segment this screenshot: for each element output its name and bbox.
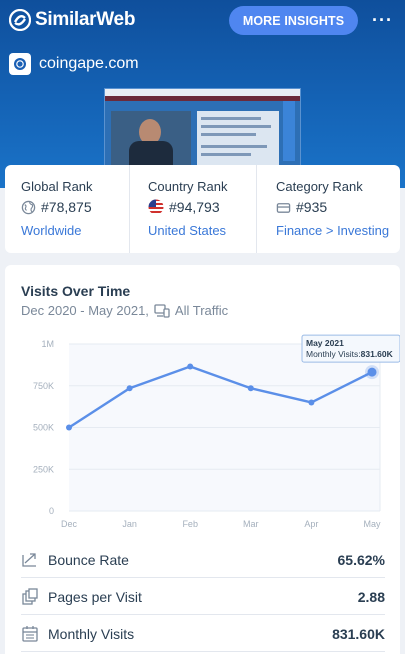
rank-title: Country Rank [148,179,228,194]
traffic-type: All Traffic [174,303,229,318]
x-tick-label: May [363,519,381,529]
x-tick-label: Mar [243,519,259,529]
metric-value: 2.88 [357,588,385,605]
site-identity: coingape.com [9,53,139,75]
y-tick-label: 250K [33,464,54,474]
tooltip-box [301,334,400,363]
x-tick-label: Feb [182,519,198,529]
devices-icon [154,303,170,318]
rank-link-united-states[interactable]: United States [148,223,227,238]
x-tick-label: Dec [61,519,78,529]
brand[interactable]: SimilarWeb [9,9,135,31]
visits-subtitle: Dec 2020 - May 2021, All Traffic [21,303,228,318]
visits-title: Visits Over Time [21,283,131,299]
metric-pages-per-visit: Pages per Visit 2.88 [21,579,385,615]
more-horizontal-icon[interactable]: ··· [372,10,393,30]
ranks-card: Global Rank #78,875 Worldwide Country Ra… [5,165,400,253]
rank-link-worldwide[interactable]: Worldwide [21,223,82,238]
tooltip-number: 831.60K [361,349,394,359]
rank-title: Category Rank [276,179,363,194]
divider [129,165,130,253]
x-tick-label: Jan [122,519,137,529]
metric-label: Monthly Visits [48,625,135,642]
tooltip-value: Monthly Visits:831.60K [306,349,394,359]
brand-name: SimilarWeb [35,9,136,30]
metric-monthly-visits: Monthly Visits 831.60K [21,616,385,652]
globe-icon [21,200,36,214]
series-line [68,365,373,429]
global-rank: Global Rank #78,875 Worldwide [21,165,131,253]
visits-line-chart[interactable]: 0 250K 500K 750K 1M Dec Jan Feb Mar Apr May May 202… [5,330,400,540]
category-rank: Category Rank #935 Finance > Investing [276,165,396,253]
calendar-icon [22,625,38,642]
country-rank: Country Rank #94,793 United States [148,165,258,253]
y-tick-label: 500K [33,423,54,433]
metric-label: Pages per Visit [48,588,142,605]
y-tick-label: 1M [41,339,54,349]
us-flag-icon [148,199,164,215]
data-point [367,367,377,377]
metric-bounce-rate: Bounce Rate 65.62% [21,542,385,578]
rank-value: #78,875 [41,199,92,215]
category-icon [276,202,291,213]
hero-header: SimilarWeb MORE INSIGHTS ··· coingape.co… [0,0,405,188]
metric-value: 65.62% [337,551,385,568]
rank-title: Global Rank [21,179,93,194]
data-point [187,363,194,370]
trend-down-icon [22,552,36,567]
metric-label: Bounce Rate [48,551,129,568]
site-favicon-icon [9,53,31,75]
divider [256,165,257,253]
data-point [247,385,254,392]
pages-icon [22,587,38,605]
visits-card: Visits Over Time Dec 2020 - May 2021, Al… [5,265,400,654]
rank-value: #935 [296,199,328,215]
site-domain[interactable]: coingape.com [39,55,139,72]
data-point [126,385,133,392]
y-tick-label: 0 [49,506,54,516]
x-tick-label: Apr [304,519,318,529]
more-insights-button[interactable]: MORE INSIGHTS [229,6,358,35]
data-point [66,424,72,431]
tooltip-title: May 2021 [306,338,344,348]
y-tick-label: 750K [33,381,54,391]
similarweb-logo-icon [9,9,31,31]
data-point [308,399,315,406]
rank-link-category[interactable]: Finance > Investing [276,223,390,238]
date-range: Dec 2020 - May 2021, [21,303,149,318]
rank-value: #94,793 [169,199,220,215]
metric-value: 831.60K [332,625,385,642]
